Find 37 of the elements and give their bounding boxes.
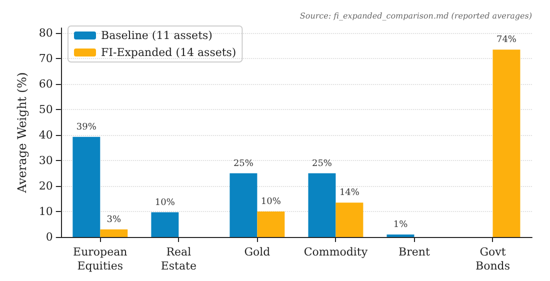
data-label: 10%	[260, 197, 282, 208]
data-label: 14%	[339, 188, 360, 198]
y-tick-label: 40	[38, 128, 53, 142]
data-label: 3%	[106, 214, 122, 225]
x-tick-label: Gold	[244, 246, 270, 258]
bar	[151, 212, 179, 237]
y-axis-title: Average Weight (%)	[15, 72, 29, 194]
x-tick-label: Commodity	[304, 246, 368, 258]
legend-label: FI-Expanded (14 assets)	[101, 46, 236, 59]
bar	[386, 234, 414, 237]
bar	[336, 202, 364, 237]
y-tick-label: 80	[38, 26, 53, 40]
y-tick-label: 10	[38, 205, 53, 218]
x-tick-label: Brent	[398, 246, 430, 258]
bar	[230, 173, 258, 237]
bar	[72, 136, 100, 237]
y-tick-label: 30	[38, 154, 53, 168]
bar	[257, 212, 285, 237]
data-label: 74%	[496, 35, 517, 46]
x-tick-label: Real Estate	[160, 246, 196, 272]
bar	[492, 50, 520, 237]
data-label: 1%	[393, 220, 408, 230]
y-tick-label: 60	[38, 78, 53, 91]
y-tick-label: 20	[38, 180, 53, 193]
data-label: 39%	[76, 122, 97, 132]
legend-label: Baseline (11 assets)	[101, 29, 212, 42]
source-note: Source: fi_expanded_comparison.md (reported averages)	[300, 12, 532, 20]
y-tick-label: 70	[38, 52, 53, 66]
y-tick-label: 50	[38, 103, 53, 116]
x-tick-label: European Equities	[73, 246, 128, 272]
data-label: 25%	[312, 158, 332, 169]
data-label: 10%	[154, 198, 176, 208]
bar	[308, 173, 336, 237]
bar	[100, 229, 128, 237]
y-tick-label: 0	[46, 230, 53, 244]
data-label: 25%	[233, 158, 254, 169]
x-tick-label: Govt Bonds	[476, 246, 510, 272]
